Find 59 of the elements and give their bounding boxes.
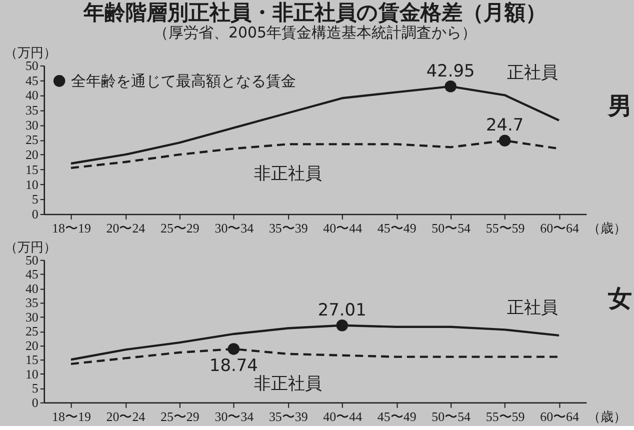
y-tick-label: 35 <box>25 295 38 310</box>
x-tick-label: 55〜59 <box>486 408 525 424</box>
y-tick-label: 5 <box>32 380 38 396</box>
series-label: 正社員 <box>507 296 558 317</box>
x-tick-label: 20〜24 <box>106 408 146 424</box>
x-tick-label: 30〜34 <box>214 220 254 236</box>
x-tick-label: 25〜29 <box>160 408 200 424</box>
text: 男 <box>607 92 632 120</box>
y-tick-label: 10 <box>25 366 38 382</box>
x-tick-label: 50〜54 <box>432 408 472 424</box>
y-tick-label: 30 <box>25 309 38 324</box>
x-tick-label: 45〜49 <box>377 408 416 424</box>
y-tick-label: 20 <box>25 338 38 353</box>
x-axis-title: （歳） <box>588 220 627 236</box>
data-label: 27.01 <box>318 299 366 320</box>
chart-title: 年齢階層別正社員・非正社員の賃金格差（月額） <box>82 0 547 25</box>
x-tick-label: 18〜19 <box>52 408 91 424</box>
x-tick-label: 25〜29 <box>160 220 200 236</box>
y-tick-label: 15 <box>25 352 38 368</box>
y-tick-label: 0 <box>32 206 38 222</box>
x-tick-label: 18〜19 <box>52 220 91 236</box>
y-tick-label: 50 <box>25 58 38 73</box>
y-tick-label: 25 <box>25 132 38 148</box>
y-axis-title: （万円） <box>4 44 56 60</box>
y-tick-label: 5 <box>32 192 38 207</box>
series-label: 正社員 <box>507 62 558 82</box>
y-tick-label: 40 <box>25 280 38 296</box>
data-label: 18.74 <box>209 354 258 375</box>
data-label: 24.7 <box>486 114 524 135</box>
text: 女 <box>607 284 632 313</box>
x-tick-label: 35〜39 <box>268 220 308 236</box>
y-tick-label: 45 <box>25 266 38 282</box>
x-tick-label: 55〜59 <box>486 220 525 236</box>
y-tick-label: 30 <box>25 117 38 132</box>
y-tick-label: 15 <box>25 162 38 177</box>
y-tick-label: 0 <box>32 394 38 410</box>
x-tick-label: 50〜54 <box>432 220 472 236</box>
y-tick-label: 20 <box>25 147 38 162</box>
y-tick-label: 35 <box>25 102 38 118</box>
y-tick-label: 45 <box>25 72 38 88</box>
series-label: 非正社員 <box>254 372 322 393</box>
y-tick-label: 40 <box>25 88 38 103</box>
x-tick-label: 60〜64 <box>540 408 580 424</box>
x-tick-label: 40〜44 <box>323 220 363 236</box>
x-tick-label: 40〜44 <box>323 408 363 424</box>
series-label: 非正社員 <box>254 163 322 184</box>
chart-subtitle: （厚労省、2005年賃金構造基本統計調査から） <box>154 24 477 42</box>
y-axis-title: （万円） <box>4 239 56 254</box>
y-tick-label: 50 <box>25 252 38 268</box>
x-tick-label: 60〜64 <box>540 220 580 236</box>
y-tick-label: 25 <box>25 324 38 339</box>
legend-label: 全年齢を通じて最高額となる賃金 <box>70 72 296 90</box>
data-label: 42.95 <box>426 60 475 80</box>
y-tick-label: 10 <box>25 176 38 192</box>
x-tick-label: 45〜49 <box>377 220 416 236</box>
x-tick-label: 35〜39 <box>268 408 308 424</box>
x-axis-title: （歳） <box>588 408 627 424</box>
x-tick-label: 30〜34 <box>214 408 254 424</box>
x-tick-label: 20〜24 <box>106 220 146 236</box>
